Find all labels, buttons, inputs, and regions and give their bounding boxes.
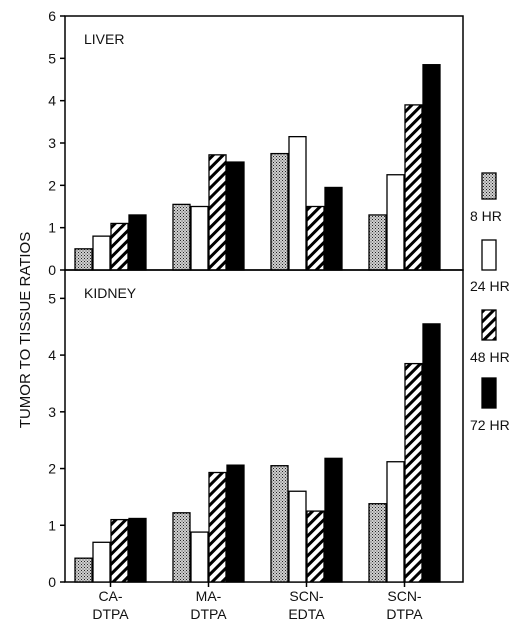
y-tick-label: 0 bbox=[48, 574, 56, 590]
bar-kidney-48hr bbox=[110, 518, 129, 583]
bar-kidney-72hr bbox=[128, 517, 147, 583]
y-tick-label: 2 bbox=[48, 177, 56, 193]
bar-liver-48hr bbox=[404, 104, 423, 271]
bar-liver-8hr bbox=[368, 214, 387, 271]
y-tick-label: 3 bbox=[48, 404, 56, 420]
bar-liver-8hr bbox=[270, 152, 289, 271]
category-label: SCN- bbox=[387, 588, 422, 604]
bar-kidney-72hr bbox=[422, 323, 441, 583]
bar-liver-72hr bbox=[324, 186, 343, 271]
bar-liver-72hr bbox=[226, 161, 245, 271]
legend-label: 72 HR bbox=[470, 417, 510, 433]
bar-kidney-24hr bbox=[288, 490, 307, 583]
category-label: DTPA bbox=[190, 606, 227, 622]
bar-kidney-48hr bbox=[404, 362, 423, 583]
legend-label: 48 HR bbox=[470, 349, 510, 365]
bar-liver-48hr bbox=[110, 222, 129, 271]
y-tick-label: 4 bbox=[48, 347, 56, 363]
legend-label: 24 HR bbox=[470, 278, 510, 294]
bar-kidney-24hr bbox=[92, 541, 111, 583]
bar-kidney-8hr bbox=[368, 503, 387, 583]
bar-kidney-72hr bbox=[324, 457, 343, 583]
bar-kidney-48hr bbox=[208, 471, 227, 583]
y-tick-label: 4 bbox=[48, 93, 56, 109]
category-label: SCN- bbox=[289, 588, 324, 604]
bar-kidney-24hr bbox=[190, 531, 209, 583]
panel-frame-kidney bbox=[64, 269, 464, 583]
y-tick-label: 5 bbox=[48, 290, 56, 306]
y-tick-label: 2 bbox=[48, 461, 56, 477]
bar-liver-48hr bbox=[208, 154, 227, 271]
bar-liver-48hr bbox=[306, 205, 325, 271]
bar-liver-24hr bbox=[386, 174, 405, 271]
bar-kidney-48hr bbox=[306, 510, 325, 583]
panel-label: KIDNEY bbox=[84, 285, 137, 301]
bar-kidney-24hr bbox=[386, 461, 405, 583]
bar-liver-24hr bbox=[288, 135, 307, 271]
panel-label: LIVER bbox=[84, 31, 124, 47]
category-label: MA- bbox=[196, 588, 222, 604]
bar-liver-8hr bbox=[172, 203, 191, 271]
bar-liver-72hr bbox=[128, 214, 147, 271]
legend-label: 8 HR bbox=[470, 208, 502, 224]
category-label: DTPA bbox=[92, 606, 129, 622]
bar-kidney-72hr bbox=[226, 464, 245, 583]
legend-swatch bbox=[481, 172, 497, 200]
bar-liver-8hr bbox=[74, 248, 93, 271]
legend-swatch bbox=[481, 239, 497, 271]
category-label: CA- bbox=[98, 588, 122, 604]
bar-liver-24hr bbox=[190, 205, 209, 271]
y-tick-label: 3 bbox=[48, 135, 56, 151]
y-tick-label: 1 bbox=[48, 517, 56, 533]
bar-kidney-8hr bbox=[74, 557, 93, 583]
legend: 8 HR 24 HR 48 HR 72 HR bbox=[470, 172, 510, 433]
y-tick-label: 0 bbox=[48, 262, 56, 278]
y-tick-label: 1 bbox=[48, 220, 56, 236]
bar-liver-24hr bbox=[92, 235, 111, 271]
category-label: EDTA bbox=[288, 606, 325, 622]
y-tick-label: 5 bbox=[48, 50, 56, 66]
legend-swatch bbox=[481, 309, 497, 341]
y-tick-label: 6 bbox=[48, 8, 56, 24]
legend-swatch bbox=[481, 377, 497, 409]
bar-kidney-8hr bbox=[172, 512, 191, 583]
bar-liver-72hr bbox=[422, 64, 441, 271]
y-axis-label: TUMOR TO TISSUE RATIOS bbox=[17, 232, 34, 428]
plot-area: LIVER 0 1 2 3 4 5 6 KIDNEY 0 1 2 3 4 5 CA- DTPA MA- DTPA SC… bbox=[48, 8, 464, 622]
bar-kidney-8hr bbox=[270, 465, 289, 583]
category-label: DTPA bbox=[386, 606, 423, 622]
